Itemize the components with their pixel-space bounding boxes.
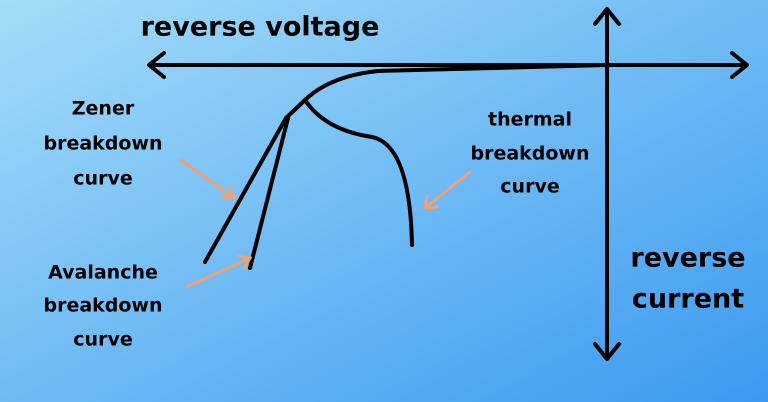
- zener-curve: [203, 116, 288, 264]
- thermal-curve: [303, 98, 414, 247]
- knee-curve: [284, 63, 609, 120]
- zener-label: breakdown: [43, 133, 162, 155]
- zener-label: Zener: [72, 98, 135, 120]
- avalanche-curve: [248, 116, 290, 270]
- current-label: current: [632, 284, 744, 315]
- avalanche-label: curve: [73, 329, 132, 351]
- voltage-label: reverse voltage: [141, 12, 380, 43]
- arrowhead: [593, 7, 621, 26]
- arrowhead: [593, 342, 621, 361]
- avalanche-label: breakdown: [43, 295, 162, 317]
- avalanche-label: Avalanche: [48, 262, 158, 284]
- zener-label: curve: [73, 168, 132, 190]
- thermal-label: thermal: [488, 109, 572, 131]
- current-label: reverse: [630, 243, 745, 274]
- thermal-label: curve: [500, 176, 559, 198]
- arrowhead: [147, 51, 166, 79]
- zener-arrow: [179, 158, 237, 200]
- thermal-label: breakdown: [470, 143, 589, 165]
- arrowhead: [730, 51, 749, 79]
- thermal-arrow: [423, 170, 472, 210]
- avalanche-arrow: [184, 254, 253, 289]
